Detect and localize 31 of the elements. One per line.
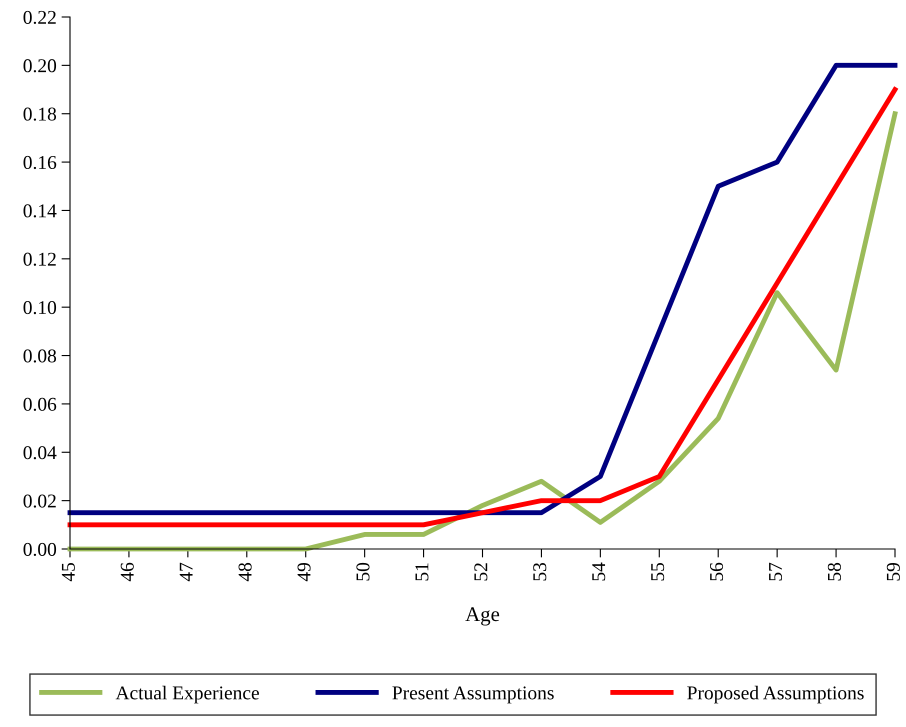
x-tick-label: 56 [710,562,724,581]
y-tick-label: 0.12 [24,252,56,266]
legend-label: Actual Experience [116,686,259,704]
y-tick-label: 0.00 [24,542,56,556]
x-tick-label: 52 [474,563,488,581]
y-tick-label: 0.16 [24,156,56,170]
x-tick-label: 57 [769,562,782,581]
y-tick-label: 0.02 [24,494,56,508]
x-tick-label: 53 [533,562,546,581]
legend-label: Proposed Assumptions [687,686,864,704]
y-tick-label: 0.08 [24,349,56,363]
x-tick-label: 45 [62,562,75,582]
y-tick-label: 0.06 [24,398,56,411]
y-tick-label: 0.10 [24,301,56,314]
y-tick-label: 0.20 [24,59,56,72]
y-tick-label: 0.04 [24,446,56,460]
x-tick-label: 49 [298,562,311,582]
legend-label: Present Assumptions [392,686,554,704]
x-tick-label: 51 [415,563,428,581]
x-tick-label: 47 [180,562,193,582]
y-tick-label: 0.14 [24,204,56,218]
x-tick-label: 54 [592,562,606,581]
x-tick-label: 58 [828,562,841,581]
x-tick-label: 46 [120,562,134,582]
x-tick-label: 55 [651,562,664,581]
x-tick-label: 48 [238,562,252,582]
y-tick-label: 0.22 [24,10,56,24]
x-tick-label: 59 [886,562,900,581]
y-tick-label: 0.18 [24,108,56,121]
x-tick-label: 50 [356,562,370,581]
x-axis-title: Age [465,607,500,626]
